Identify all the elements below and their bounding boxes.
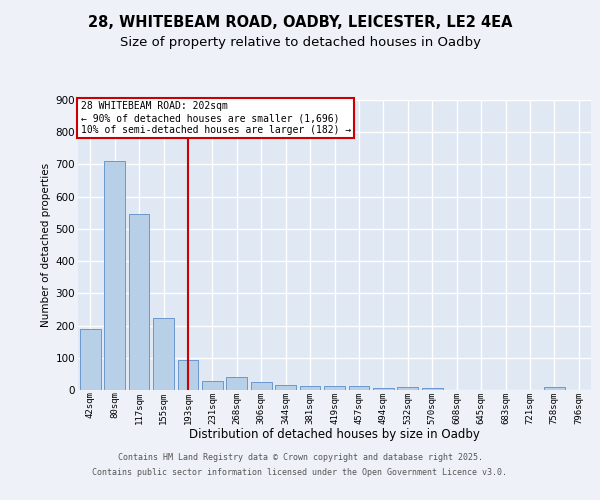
Bar	[349, 386, 370, 390]
Bar	[104, 160, 125, 390]
Bar	[226, 377, 247, 390]
X-axis label: Distribution of detached houses by size in Oadby: Distribution of detached houses by size …	[189, 428, 480, 441]
Text: 28, WHITEBEAM ROAD, OADBY, LEICESTER, LE2 4EA: 28, WHITEBEAM ROAD, OADBY, LEICESTER, LE…	[88, 15, 512, 30]
Bar	[251, 382, 272, 390]
Text: Size of property relative to detached houses in Oadby: Size of property relative to detached ho…	[119, 36, 481, 49]
Bar	[178, 360, 199, 390]
Bar	[397, 387, 418, 390]
Bar	[202, 381, 223, 390]
Y-axis label: Number of detached properties: Number of detached properties	[41, 163, 52, 327]
Bar	[324, 386, 345, 390]
Bar	[544, 388, 565, 390]
Bar	[80, 329, 101, 390]
Bar	[275, 386, 296, 390]
Bar	[422, 388, 443, 390]
Bar	[153, 318, 174, 390]
Text: 28 WHITEBEAM ROAD: 202sqm
← 90% of detached houses are smaller (1,696)
10% of se: 28 WHITEBEAM ROAD: 202sqm ← 90% of detac…	[80, 102, 351, 134]
Bar	[373, 388, 394, 390]
Bar	[128, 214, 149, 390]
Bar	[299, 386, 320, 390]
Text: Contains public sector information licensed under the Open Government Licence v3: Contains public sector information licen…	[92, 468, 508, 477]
Text: Contains HM Land Registry data © Crown copyright and database right 2025.: Contains HM Land Registry data © Crown c…	[118, 453, 482, 462]
